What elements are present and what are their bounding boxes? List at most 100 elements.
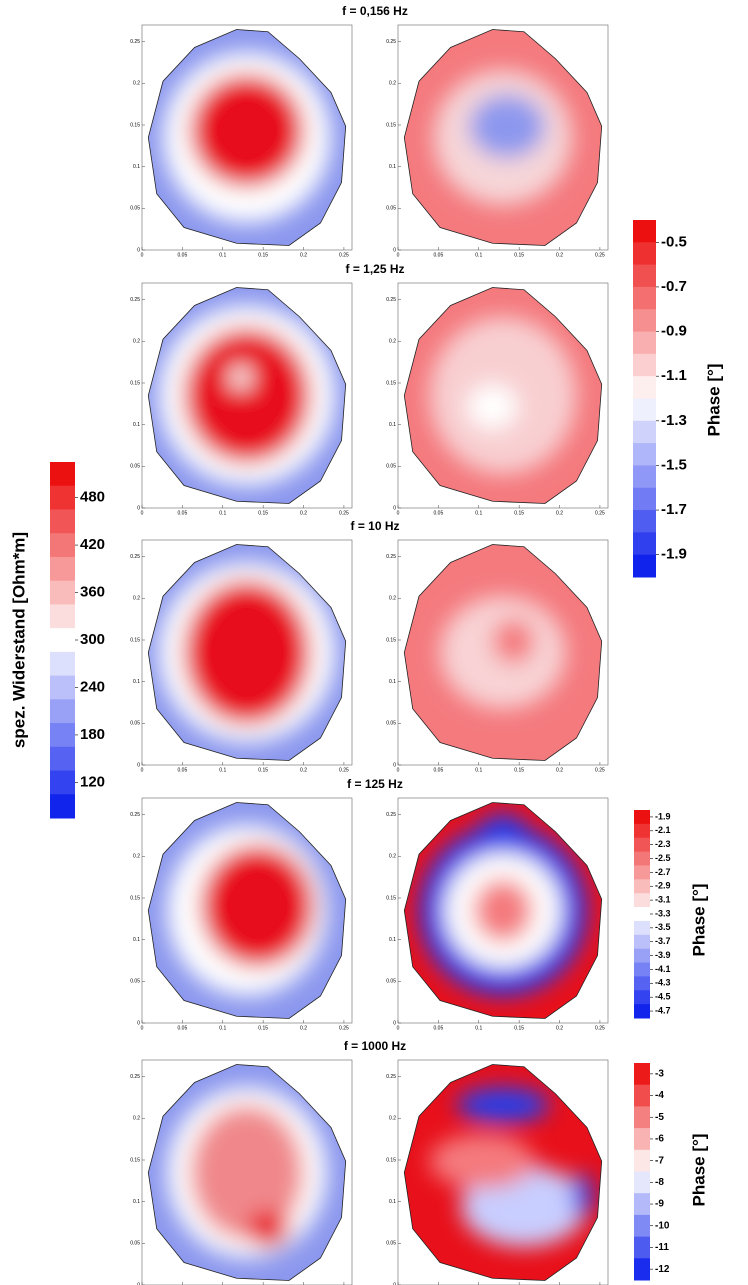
y-tick-label: 0.1 [389,422,396,428]
y-tick-label: 0 [137,1282,140,1285]
colorbar-tick-label: -1.3 [661,412,687,429]
colorbar-tick-label: -11 [655,1242,669,1253]
map-blob [200,845,315,967]
colorbar-band [633,264,656,288]
x-tick-label: 0.15 [258,1025,268,1031]
x-tick-label: 0.15 [514,1025,524,1031]
x-tick-label: 0.1 [219,252,226,258]
y-tick-label: 0.2 [133,596,140,602]
x-tick-label: 0.2 [300,1025,307,1031]
y-tick-label: 0.1 [133,679,140,685]
x-tick-label: 0.15 [514,510,524,516]
x-tick-label: 0 [397,1025,400,1031]
colorbar-tick-label: 240 [80,678,105,695]
y-tick-label: 0.15 [386,637,396,643]
y-tick-label: 0.15 [130,637,140,643]
y-tick-label: 0.2 [133,339,140,345]
x-tick-label: 0.1 [475,1025,482,1031]
y-tick-label: 0.25 [130,297,140,303]
x-tick-label: 0 [397,510,400,516]
colorbar-tick-label: -10 [655,1220,670,1231]
map-outline [403,287,603,504]
x-tick-label: 0.1 [475,510,482,516]
x-tick-label: 0.25 [595,1025,605,1031]
y-tick-label: 0.2 [389,81,396,87]
y-tick-label: 0.2 [133,81,140,87]
colorbar-band [634,1004,650,1019]
colorbar-band [634,920,650,936]
y-tick-label: 0.1 [133,164,140,170]
colorbar-band [634,948,650,964]
colorbar-tick-label: -1.9 [655,811,671,821]
y-tick-label: 0.15 [386,380,396,386]
contour-map [148,802,346,1019]
x-tick-label: 0.05 [178,510,188,516]
colorbar-tick-label: -4.5 [655,992,671,1002]
x-tick-label: 0.05 [434,510,444,516]
colorbar-band [633,487,656,511]
map-blob [473,879,533,942]
x-tick-label: 0.15 [258,252,268,258]
y-tick-label: 0.1 [389,1199,396,1205]
map-blobs [163,52,331,223]
map-blob [230,366,252,389]
x-tick-label: 0.15 [514,252,524,258]
colorbar-band [634,823,650,839]
colorbar-band [634,1063,650,1086]
y-tick-label: 0 [137,505,140,511]
y-tick-label: 0.05 [386,206,396,212]
x-tick-label: 0.1 [219,510,226,516]
x-tick-label: 0.2 [300,510,307,516]
colorbar-band [633,510,656,533]
map-blobs [429,1087,594,1247]
x-tick-label: 0.2 [556,1025,563,1031]
y-tick-label: 0.05 [386,464,396,470]
y-tick-label: 0 [137,762,140,768]
x-tick-label: 0.25 [595,510,605,516]
x-tick-label: 0.2 [300,767,307,773]
colorbar-label: Phase [°] [689,1134,708,1207]
colorbar-band [633,286,656,310]
colorbar-band [633,309,656,333]
colorbar-tick-label: -4.3 [655,978,671,988]
y-tick-label: 0.15 [130,380,140,386]
colorbar-band [50,770,75,795]
y-tick-label: 0.25 [130,39,140,45]
y-tick-label: 0.05 [130,721,140,727]
y-tick-label: 0.15 [130,122,140,128]
y-tick-label: 0.25 [386,554,396,560]
y-tick-label: 0.15 [386,122,396,128]
map-blob [190,1105,304,1240]
y-tick-label: 0 [393,1282,396,1285]
colorbar-tick-label: -7 [655,1155,664,1166]
x-tick-label: 0.05 [178,767,188,773]
colorbar-tick-label: 300 [80,631,105,648]
colorbar-band [633,398,656,422]
map-blobs [158,305,336,486]
y-tick-label: 0.05 [130,464,140,470]
map-blobs [440,596,566,709]
colorbar-tick-label: -0.5 [661,233,687,250]
colorbar-band [634,893,650,908]
colorbar-tick-label: -12 [655,1264,670,1275]
y-tick-label: 0 [393,247,396,253]
colorbar-band [634,1236,650,1259]
colorbar-tick-label: -2.5 [655,853,671,863]
y-tick-label: 0 [393,762,396,768]
map-blobs [158,562,336,743]
colorbar-tick-label: -8 [655,1177,664,1188]
y-tick-label: 0.25 [130,1074,140,1080]
colorbar-band [633,220,656,243]
map-blob [492,618,535,664]
colorbar-band [50,485,75,510]
map-blob [190,74,304,187]
x-tick-label: 0.15 [258,510,268,516]
x-tick-label: 0.2 [556,510,563,516]
y-tick-label: 0.25 [386,812,396,818]
colorbar-tick-label: -3.7 [655,936,671,946]
y-tick-label: 0.1 [133,1199,140,1205]
colorbar-tick-label: 420 [80,536,105,553]
colorbar-band [634,1214,650,1238]
x-tick-label: 0.2 [556,252,563,258]
y-tick-label: 0.2 [389,854,396,860]
